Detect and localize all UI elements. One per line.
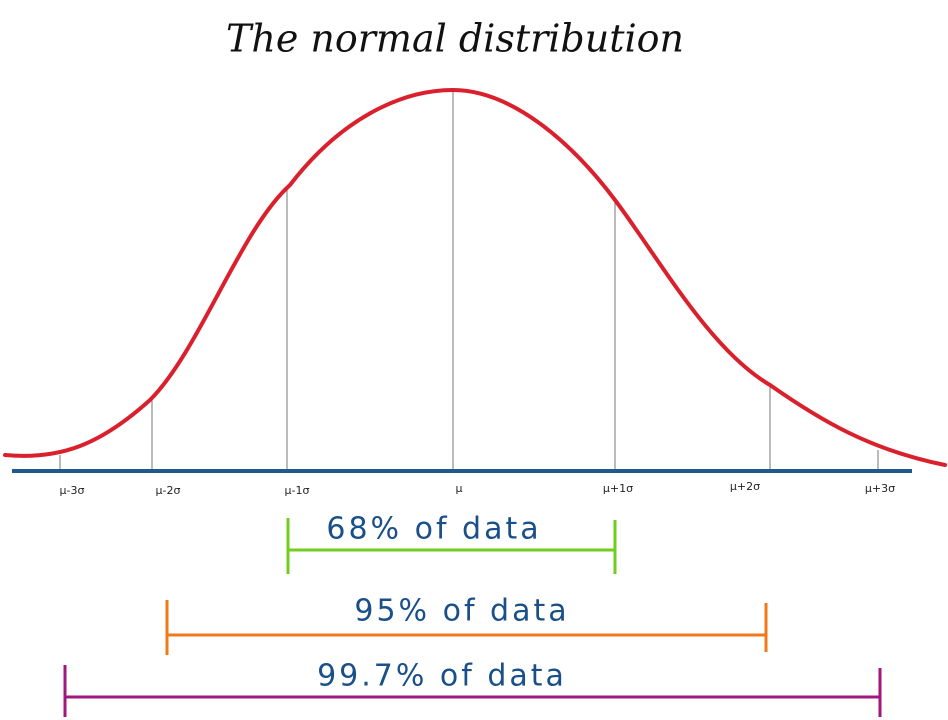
- tick-label: μ-1σ: [285, 484, 310, 497]
- range-label: 68% of data: [326, 512, 541, 547]
- range-label: 99.7% of data: [317, 659, 567, 694]
- tick-label: μ-2σ: [156, 484, 181, 497]
- sigma-lines: [59, 91, 879, 470]
- tick-label: μ+2σ: [730, 480, 760, 493]
- range-68: 68% of data: [286, 512, 617, 574]
- tick-label: μ-3σ: [60, 484, 85, 497]
- tick-label: μ+3σ: [865, 482, 895, 495]
- tick-label: μ: [456, 482, 463, 495]
- tick-label: μ+1σ: [603, 482, 633, 495]
- tick-labels: μ-3σ μ-2σ μ-1σ μ μ+1σ μ+2σ μ+3σ: [60, 480, 896, 497]
- range-99-7: 99.7% of data: [63, 659, 882, 717]
- range-label: 95% of data: [354, 594, 569, 629]
- title: The normal distribution: [226, 17, 684, 61]
- range-95: 95% of data: [165, 594, 768, 655]
- bell-curve: [3, 87, 947, 467]
